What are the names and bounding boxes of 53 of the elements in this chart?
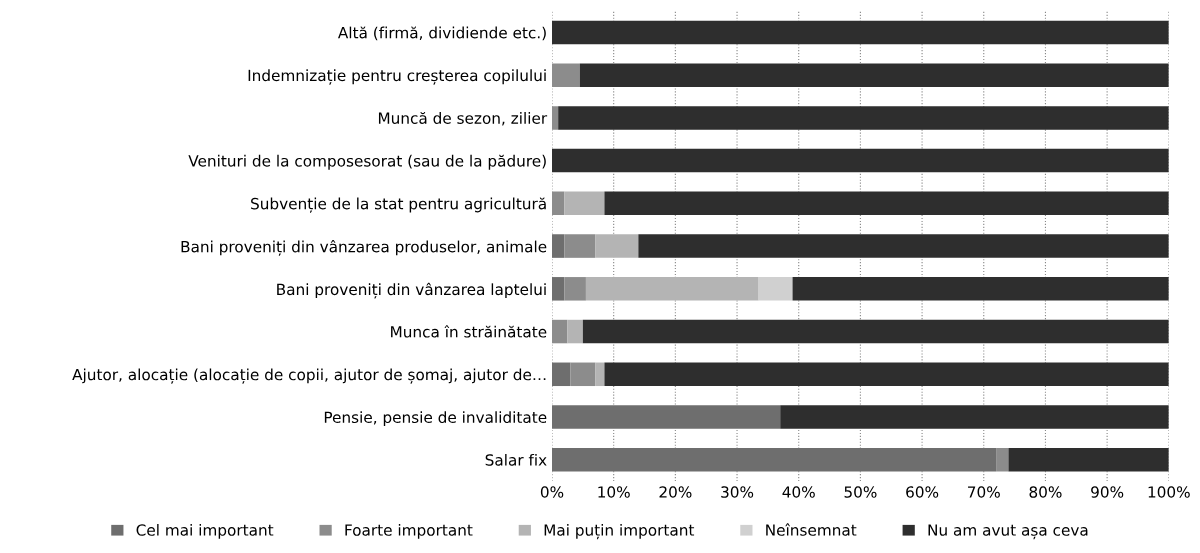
bar [570, 362, 596, 387]
y-tick-label: Munca în străinătate [391, 325, 547, 338]
bar [552, 447, 997, 472]
legend-label: Cel mai important [136, 523, 274, 539]
bar [552, 277, 565, 301]
x-tick-label: 80% [1029, 486, 1062, 498]
bar [780, 405, 1169, 429]
bar [604, 191, 1169, 216]
bar [552, 234, 565, 258]
bar [564, 191, 605, 216]
y-tick-label: Salar fix [485, 453, 547, 466]
bar [758, 277, 793, 301]
bar [564, 277, 586, 301]
bar [595, 362, 605, 387]
legend-label: Nu am avut așa ceva [928, 524, 1088, 540]
bar [792, 277, 1169, 301]
bar [552, 20, 1169, 45]
y-tick-label: Venituri de la composesorat (sau de la pădure) [188, 154, 546, 170]
x-tick-label: 30% [721, 486, 754, 498]
bar [564, 234, 596, 258]
y-tick-label: Subvenție de la stat pentru agricultură [251, 197, 546, 213]
bar [552, 148, 1169, 173]
y-tick-label: Bani proveniți din vânzarea laptelui [277, 282, 546, 299]
x-tick-label: 40% [782, 486, 815, 498]
x-tick-label: 50% [844, 486, 877, 498]
y-tick-label: Indemnizație pentru creșterea copilului [248, 69, 546, 85]
legend-label: Mai puțin important [544, 523, 695, 540]
y-tick-label: Pensie, pensie de invaliditate [324, 411, 547, 426]
y-tick-label: Muncă de sezon, zilier [378, 112, 548, 126]
y-tick-label: Bani proveniți din vânzarea produselor, animale [181, 239, 547, 256]
x-tick-label: 100% [1148, 486, 1190, 498]
bar [638, 234, 1169, 258]
legend-label: Neînsemnat [766, 523, 857, 536]
y-tick-label: Altă (firmă, dividiende etc.) [337, 26, 546, 41]
bar [604, 362, 1169, 387]
x-tick-label: 90% [1091, 486, 1124, 498]
bar [996, 447, 1009, 472]
y-tick-label: Ajutor, alocație (alocație de copii, ajutor de șomaj, ajutor de… [72, 368, 546, 384]
x-tick-label: 20% [659, 486, 692, 498]
bar [579, 63, 1169, 87]
bar [595, 234, 639, 258]
bar [585, 277, 759, 301]
bar [558, 106, 1169, 130]
bar [582, 319, 1169, 344]
bar [552, 362, 571, 387]
x-tick-label: 10% [598, 486, 630, 498]
x-tick-label: 60% [906, 486, 939, 498]
bar [1008, 447, 1169, 472]
x-tick-label: 70% [968, 486, 1000, 498]
bar [552, 405, 781, 429]
bar [567, 319, 583, 344]
x-tick-label: 0% [540, 486, 564, 498]
legend-label: Foarte important [345, 523, 473, 539]
